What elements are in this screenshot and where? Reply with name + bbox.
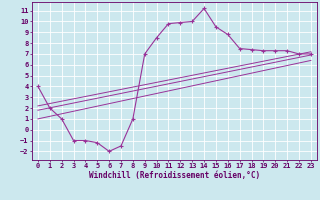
X-axis label: Windchill (Refroidissement éolien,°C): Windchill (Refroidissement éolien,°C) (89, 171, 260, 180)
